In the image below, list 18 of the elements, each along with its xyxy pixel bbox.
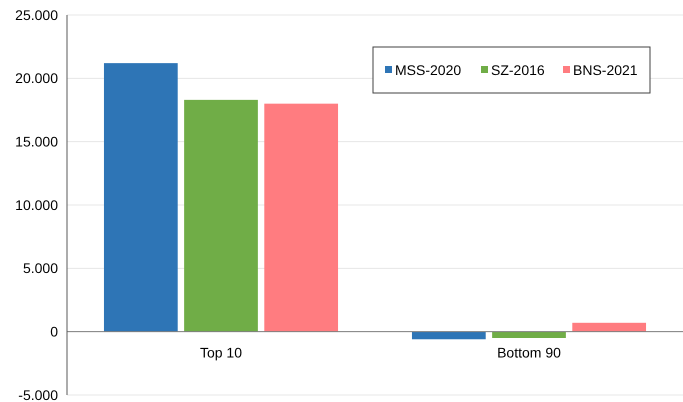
y-tick-label: 10.000: [15, 196, 58, 213]
x-tick-label: Bottom 90: [497, 344, 562, 361]
bar: [412, 332, 486, 340]
y-tick-label: -5.000: [18, 386, 58, 402]
y-tick-label: 15.000: [15, 134, 58, 150]
legend-label: BNS-2021: [573, 62, 638, 78]
y-tick-label: 20.000: [15, 70, 58, 86]
bar: [492, 332, 566, 338]
bar: [184, 100, 258, 332]
legend-label: SZ-2016: [491, 62, 545, 78]
legend-label: MSS-2020: [395, 62, 462, 78]
y-tick-label: 0: [50, 324, 58, 340]
y-tick-label: 25.000: [15, 6, 58, 23]
y-tick-label: 5.000: [22, 260, 58, 276]
bar: [572, 322, 646, 332]
bar: [264, 104, 338, 332]
x-tick-label: Top 10: [200, 344, 242, 361]
bar: [104, 63, 178, 332]
